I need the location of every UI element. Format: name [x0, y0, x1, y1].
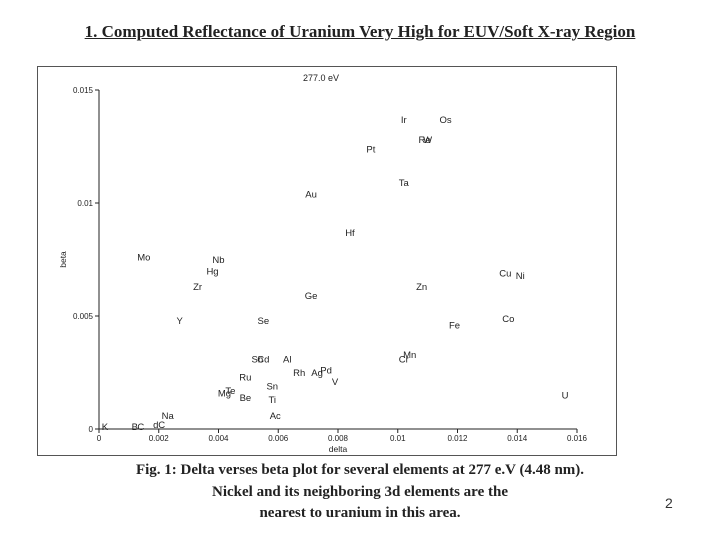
element-point-label: Hg [206, 266, 218, 277]
element-point-label: B [132, 422, 138, 433]
caption-line: Fig. 1: Delta verses beta plot for sever… [135, 462, 585, 478]
element-point-label: Rh [293, 368, 305, 379]
element-point-label: Mn [403, 350, 416, 361]
scatter-chart: 0 0.002 0.004 0.006 0.008 0.01 0.012 0.014 0.016… [58, 73, 588, 454]
element-point-label: d [153, 420, 158, 431]
element-point-label: Au [305, 189, 317, 200]
element-point-label: Zr [193, 282, 202, 293]
x-tick-label: 0.004 [208, 434, 229, 443]
x-axis-label: delta [329, 444, 348, 454]
element-point-label: Zn [416, 282, 427, 293]
element-point-label: Ta [399, 178, 410, 189]
element-point-label: Na [162, 411, 175, 422]
element-point-label: Sn [266, 382, 278, 393]
element-point-label: Ag [311, 368, 323, 379]
x-tick-label: 0.012 [447, 434, 468, 443]
element-point-label: C [137, 422, 144, 433]
figure-caption: Fig. 1: Delta verses beta plot for sever… [80, 460, 640, 525]
element-point-label: Ac [270, 411, 281, 422]
element-point-label: Pt [366, 144, 375, 155]
element-point-label: Pd [320, 366, 332, 377]
page-number: 2 [665, 495, 673, 511]
y-tick-label: 0.015 [73, 86, 94, 95]
x-tick-label: 0.002 [149, 434, 170, 443]
element-point-label: V [332, 377, 339, 388]
element-point-label: C [158, 420, 165, 431]
chart-axes: 0 0.002 0.004 0.006 0.008 0.01 0.012 0.014 0.016… [58, 73, 588, 454]
y-tick-label: 0.01 [77, 199, 93, 208]
element-point-label: Mg [218, 388, 231, 399]
y-axis-label: beta [58, 251, 68, 268]
x-tick-label: 0.008 [328, 434, 349, 443]
element-point-label: Ir [401, 115, 407, 126]
element-point-label: Os [439, 115, 451, 126]
caption-line: nearest to uranium in this area. [259, 505, 461, 521]
element-point-label: Al [283, 354, 291, 365]
chart-frame: 0 0.002 0.004 0.006 0.008 0.01 0.012 0.014 0.016… [37, 66, 617, 456]
element-point-label: K [102, 422, 109, 433]
element-point-label: Ru [239, 373, 251, 384]
element-point-label: Y [176, 316, 183, 327]
element-point-label: Cd [257, 354, 269, 365]
x-tick-label: 0.016 [567, 434, 588, 443]
element-point-label: Hf [345, 228, 355, 239]
element-point-label: Ge [305, 291, 318, 302]
element-point-label: Ni [516, 271, 525, 282]
element-point-label: Se [258, 316, 270, 327]
x-tick-label: 0.006 [268, 434, 289, 443]
element-point-label: Re [419, 135, 431, 146]
x-tick-label: 0.01 [390, 434, 406, 443]
element-point-label: Cr [399, 354, 409, 365]
y-tick-label: 0 [89, 425, 94, 434]
element-point-label: Sb [252, 354, 264, 365]
x-tick-label: 0 [97, 434, 102, 443]
element-point-label: W [423, 135, 432, 146]
element-point-label: Fe [449, 321, 460, 332]
element-point-label: Cu [499, 269, 511, 280]
x-tick-label: 0.014 [507, 434, 528, 443]
element-point-label: Co [502, 314, 514, 325]
y-tick-label: 0.005 [73, 312, 94, 321]
element-point-label: Be [240, 393, 252, 404]
element-point-label: Mo [137, 253, 150, 264]
slide-title: 1. Computed Reflectance of Uranium Very … [84, 22, 636, 41]
chart-title: 277.0 eV [303, 73, 339, 83]
element-point-label: Nb [212, 255, 224, 266]
element-point-label: Te [225, 386, 235, 397]
element-point-label: Ti [268, 395, 276, 406]
element-point-label: U [562, 391, 569, 402]
caption-line: Nickel and its neighboring 3d elements a… [212, 483, 508, 500]
